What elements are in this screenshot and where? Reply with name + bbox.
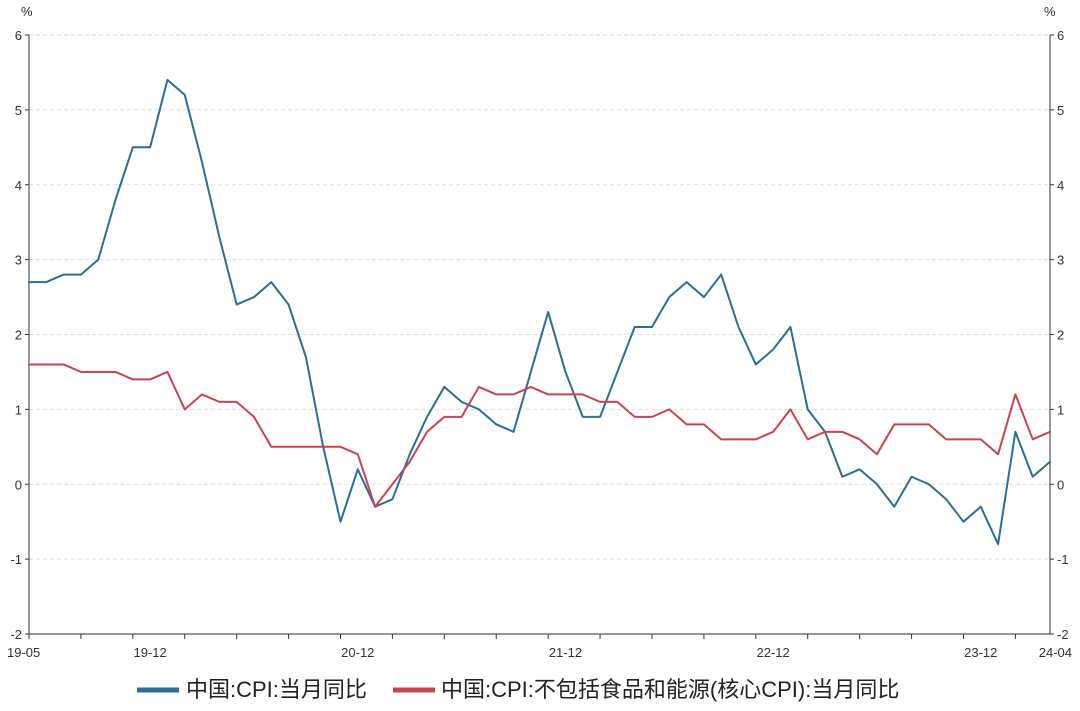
y-tick-left-label-2: 0 [15,477,22,492]
x-tick-label-3: 21-12 [549,645,582,660]
y-axis-unit-right: % [1044,4,1056,19]
y-tick-right-label-7: 5 [1057,103,1064,118]
y-tick-right-label-8: 6 [1057,28,1064,43]
y-tick-left-label-1: -1 [10,552,22,567]
legend-label-1: 中国:CPI:不包括食品和能源(核心CPI):当月同比 [441,677,899,702]
y-tick-right-label-5: 3 [1057,253,1064,268]
y-tick-right-label-4: 2 [1057,328,1064,343]
x-tick-label-5: 23-12 [964,645,997,660]
series-lines [28,78,1051,546]
y-axis-unit-left: % [21,4,33,19]
y-tick-right-label-3: 1 [1057,402,1064,417]
y-tick-left-label-6: 4 [15,178,22,193]
x-tick-label-6: 24-04 [1039,645,1072,660]
series-line-0 [28,78,1051,546]
y-tick-left-label-4: 2 [15,328,22,343]
y-tick-left-label-7: 5 [15,103,22,118]
y-tick-left-label-0: -2 [10,627,22,642]
x-tick-label-4: 22-12 [756,645,789,660]
y-tick-right-label-1: -1 [1057,552,1069,567]
y-tick-left-label-3: 1 [15,402,22,417]
y-tick-left-label-5: 3 [15,253,22,268]
legend: 中国:CPI:当月同比 中国:CPI:不包括食品和能源(核心CPI):当月同比 [137,677,899,702]
y-tick-left-label-8: 6 [15,28,22,43]
x-tick-label-2: 20-12 [341,645,374,660]
legend-label-0: 中国:CPI:当月同比 [186,677,367,702]
y-tick-right-label-0: -2 [1057,627,1069,642]
y-tick-right-label-2: 0 [1057,477,1064,492]
x-tick-label-0: 19-05 [7,645,40,660]
y-tick-right-label-6: 4 [1057,178,1064,193]
x-tick-label-1: 19-12 [134,645,167,660]
series-line-1 [28,363,1051,508]
grid-lines [29,34,1050,560]
axes: -2 -2 -1 -1 0 0 1 1 2 2 3 3 4 4 5 5 6 6 19-05 19-12 20-12 21-… [7,28,1072,660]
